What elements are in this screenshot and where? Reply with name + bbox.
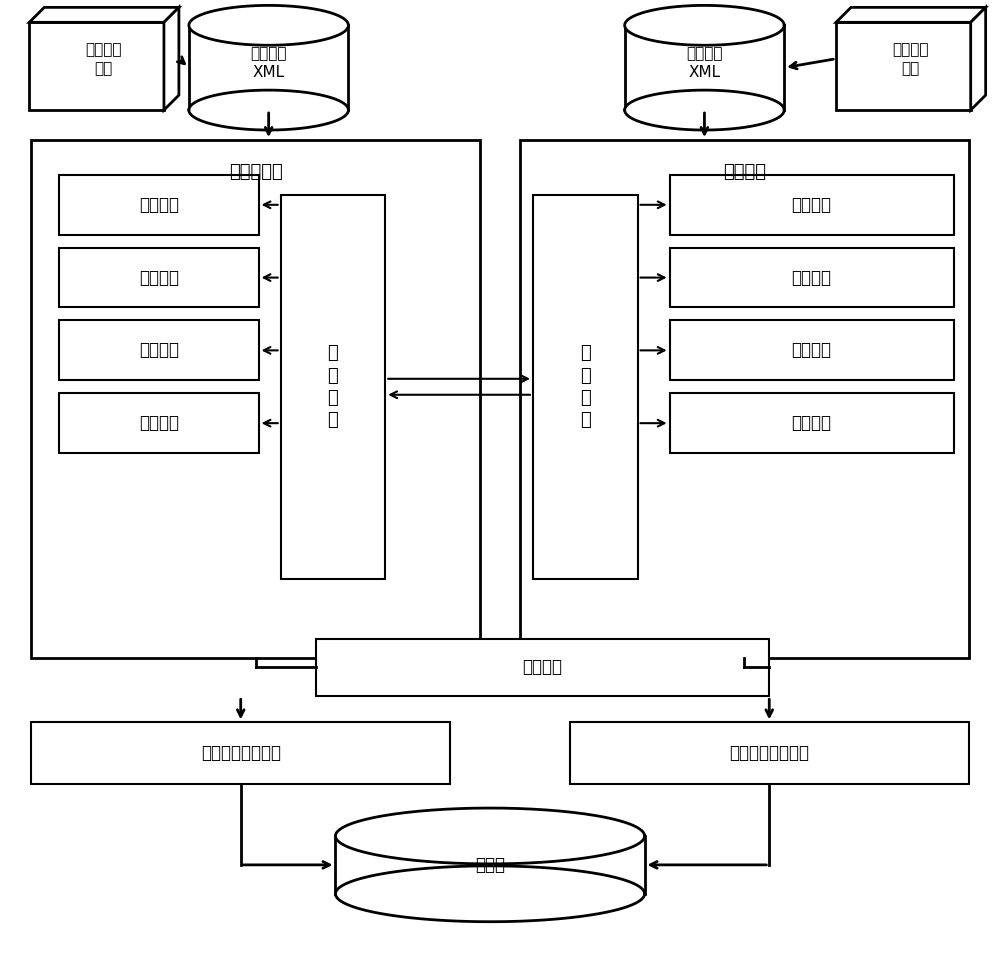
FancyBboxPatch shape xyxy=(31,722,450,784)
Text: 工作流引擎: 工作流引擎 xyxy=(229,163,283,181)
FancyBboxPatch shape xyxy=(520,140,969,659)
Polygon shape xyxy=(29,22,164,110)
Polygon shape xyxy=(335,808,645,864)
FancyBboxPatch shape xyxy=(59,247,259,308)
FancyBboxPatch shape xyxy=(316,639,769,696)
FancyBboxPatch shape xyxy=(59,175,259,235)
Polygon shape xyxy=(189,90,348,130)
Polygon shape xyxy=(189,25,348,110)
Text: 流程数据: 流程数据 xyxy=(139,269,179,287)
Polygon shape xyxy=(625,25,784,110)
Text: 权限控制: 权限控制 xyxy=(792,414,832,433)
Text: 流
程
调
度: 流 程 调 度 xyxy=(328,344,338,429)
Polygon shape xyxy=(335,866,645,922)
Polygon shape xyxy=(836,22,971,110)
Text: 流程建模
工具: 流程建模 工具 xyxy=(85,42,122,76)
Polygon shape xyxy=(971,8,986,110)
FancyBboxPatch shape xyxy=(59,320,259,381)
FancyBboxPatch shape xyxy=(31,140,480,659)
FancyBboxPatch shape xyxy=(59,393,259,453)
Text: 表
单
调
度: 表 单 调 度 xyxy=(580,344,591,429)
Polygon shape xyxy=(189,6,348,45)
Text: 表单模型
XML: 表单模型 XML xyxy=(686,46,723,80)
Text: 流程数据访问服务: 流程数据访问服务 xyxy=(201,744,281,762)
FancyBboxPatch shape xyxy=(533,195,638,578)
FancyBboxPatch shape xyxy=(670,175,954,235)
Text: 表单数据: 表单数据 xyxy=(792,269,832,287)
Polygon shape xyxy=(625,90,784,130)
FancyBboxPatch shape xyxy=(670,247,954,308)
Text: 任务处理: 任务处理 xyxy=(139,414,179,433)
Text: 流程实例: 流程实例 xyxy=(522,659,562,676)
Text: 节点访问: 节点访问 xyxy=(139,196,179,214)
Polygon shape xyxy=(836,8,986,22)
Text: 表单数据访问服务: 表单数据访问服务 xyxy=(729,744,809,762)
Text: 流程模型
XML: 流程模型 XML xyxy=(250,46,287,80)
Text: 表单引擎: 表单引擎 xyxy=(723,163,766,181)
Polygon shape xyxy=(335,836,645,894)
Polygon shape xyxy=(164,8,179,110)
Text: 表单参数: 表单参数 xyxy=(792,341,832,360)
FancyBboxPatch shape xyxy=(670,320,954,381)
FancyBboxPatch shape xyxy=(281,195,385,578)
FancyBboxPatch shape xyxy=(670,393,954,453)
Text: 表单建模
工具: 表单建模 工具 xyxy=(892,42,929,76)
Text: 数据库: 数据库 xyxy=(475,855,505,874)
Text: 表单入口: 表单入口 xyxy=(792,196,832,214)
FancyBboxPatch shape xyxy=(570,722,969,784)
Polygon shape xyxy=(625,6,784,45)
Polygon shape xyxy=(29,8,179,22)
Text: 流程流转: 流程流转 xyxy=(139,341,179,360)
